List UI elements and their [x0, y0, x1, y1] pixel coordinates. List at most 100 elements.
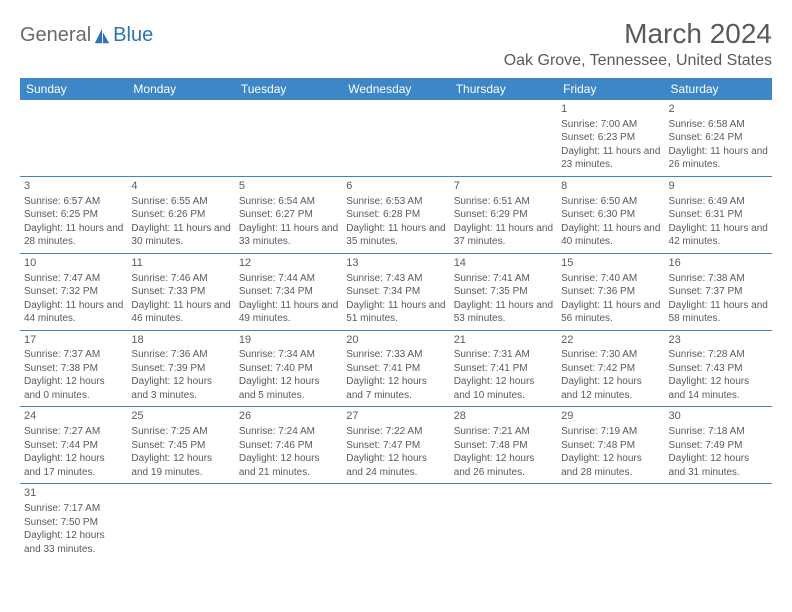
sunset-text: Sunset: 7:50 PM: [24, 516, 123, 530]
sunset-text: Sunset: 7:33 PM: [131, 285, 230, 299]
calendar-cell: 17Sunrise: 7:37 AMSunset: 7:38 PMDayligh…: [20, 330, 127, 407]
daylight-text: Daylight: 12 hours and 3 minutes.: [131, 375, 230, 402]
calendar-cell: 18Sunrise: 7:36 AMSunset: 7:39 PMDayligh…: [127, 330, 234, 407]
day-number: 4: [131, 179, 230, 194]
sunrise-text: Sunrise: 7:46 AM: [131, 272, 230, 286]
calendar-row: 24Sunrise: 7:27 AMSunset: 7:44 PMDayligh…: [20, 407, 772, 484]
day-number: 27: [346, 409, 445, 424]
daylight-text: Daylight: 11 hours and 28 minutes.: [24, 222, 123, 249]
sunset-text: Sunset: 7:48 PM: [454, 439, 553, 453]
sunset-text: Sunset: 7:46 PM: [239, 439, 338, 453]
day-number: 3: [24, 179, 123, 194]
sunset-text: Sunset: 7:39 PM: [131, 362, 230, 376]
sunrise-text: Sunrise: 7:19 AM: [561, 425, 660, 439]
sunset-text: Sunset: 7:36 PM: [561, 285, 660, 299]
day-number: 5: [239, 179, 338, 194]
sunrise-text: Sunrise: 7:43 AM: [346, 272, 445, 286]
weekday-header: Tuesday: [235, 78, 342, 100]
day-number: 7: [454, 179, 553, 194]
sunset-text: Sunset: 6:25 PM: [24, 208, 123, 222]
daylight-text: Daylight: 11 hours and 49 minutes.: [239, 299, 338, 326]
calendar-cell: 8Sunrise: 6:50 AMSunset: 6:30 PMDaylight…: [557, 176, 664, 253]
daylight-text: Daylight: 12 hours and 0 minutes.: [24, 375, 123, 402]
day-number: 18: [131, 333, 230, 348]
sunset-text: Sunset: 6:27 PM: [239, 208, 338, 222]
day-number: 1: [561, 102, 660, 117]
logo-text-1: General: [20, 24, 91, 47]
sunset-text: Sunset: 6:28 PM: [346, 208, 445, 222]
logo-text-2: Blue: [113, 24, 153, 47]
sunrise-text: Sunrise: 6:57 AM: [24, 195, 123, 209]
day-number: 24: [24, 409, 123, 424]
sunrise-text: Sunrise: 6:55 AM: [131, 195, 230, 209]
weekday-header: Thursday: [450, 78, 557, 100]
calendar-cell: 25Sunrise: 7:25 AMSunset: 7:45 PMDayligh…: [127, 407, 234, 484]
calendar-table: SundayMondayTuesdayWednesdayThursdayFrid…: [20, 78, 772, 560]
calendar-cell: 9Sunrise: 6:49 AMSunset: 6:31 PMDaylight…: [665, 176, 772, 253]
sunset-text: Sunset: 7:38 PM: [24, 362, 123, 376]
sunrise-text: Sunrise: 7:44 AM: [239, 272, 338, 286]
day-number: 13: [346, 256, 445, 271]
calendar-cell: [557, 484, 664, 560]
calendar-cell: 11Sunrise: 7:46 AMSunset: 7:33 PMDayligh…: [127, 253, 234, 330]
calendar-cell: [235, 484, 342, 560]
daylight-text: Daylight: 12 hours and 31 minutes.: [669, 452, 768, 479]
calendar-cell: 1Sunrise: 7:00 AMSunset: 6:23 PMDaylight…: [557, 100, 664, 176]
daylight-text: Daylight: 12 hours and 19 minutes.: [131, 452, 230, 479]
calendar-cell: [665, 484, 772, 560]
sunrise-text: Sunrise: 6:50 AM: [561, 195, 660, 209]
day-number: 14: [454, 256, 553, 271]
daylight-text: Daylight: 11 hours and 46 minutes.: [131, 299, 230, 326]
day-number: 19: [239, 333, 338, 348]
daylight-text: Daylight: 12 hours and 26 minutes.: [454, 452, 553, 479]
calendar-row: 1Sunrise: 7:00 AMSunset: 6:23 PMDaylight…: [20, 100, 772, 176]
day-number: 17: [24, 333, 123, 348]
day-number: 9: [669, 179, 768, 194]
daylight-text: Daylight: 11 hours and 30 minutes.: [131, 222, 230, 249]
calendar-cell: 14Sunrise: 7:41 AMSunset: 7:35 PMDayligh…: [450, 253, 557, 330]
calendar-cell: 22Sunrise: 7:30 AMSunset: 7:42 PMDayligh…: [557, 330, 664, 407]
daylight-text: Daylight: 12 hours and 14 minutes.: [669, 375, 768, 402]
sunrise-text: Sunrise: 7:40 AM: [561, 272, 660, 286]
daylight-text: Daylight: 11 hours and 51 minutes.: [346, 299, 445, 326]
calendar-cell: 6Sunrise: 6:53 AMSunset: 6:28 PMDaylight…: [342, 176, 449, 253]
sunrise-text: Sunrise: 6:49 AM: [669, 195, 768, 209]
sunset-text: Sunset: 7:43 PM: [669, 362, 768, 376]
day-number: 26: [239, 409, 338, 424]
day-number: 23: [669, 333, 768, 348]
daylight-text: Daylight: 12 hours and 7 minutes.: [346, 375, 445, 402]
day-number: 2: [669, 102, 768, 117]
calendar-cell: 5Sunrise: 6:54 AMSunset: 6:27 PMDaylight…: [235, 176, 342, 253]
daylight-text: Daylight: 11 hours and 56 minutes.: [561, 299, 660, 326]
calendar-cell: 27Sunrise: 7:22 AMSunset: 7:47 PMDayligh…: [342, 407, 449, 484]
calendar-cell: 31Sunrise: 7:17 AMSunset: 7:50 PMDayligh…: [20, 484, 127, 560]
calendar-cell: 10Sunrise: 7:47 AMSunset: 7:32 PMDayligh…: [20, 253, 127, 330]
sunset-text: Sunset: 7:37 PM: [669, 285, 768, 299]
sunset-text: Sunset: 7:34 PM: [346, 285, 445, 299]
daylight-text: Daylight: 12 hours and 28 minutes.: [561, 452, 660, 479]
calendar-cell: [20, 100, 127, 176]
sunrise-text: Sunrise: 6:51 AM: [454, 195, 553, 209]
logo: General Blue: [20, 24, 153, 47]
calendar-cell: 15Sunrise: 7:40 AMSunset: 7:36 PMDayligh…: [557, 253, 664, 330]
calendar-cell: 7Sunrise: 6:51 AMSunset: 6:29 PMDaylight…: [450, 176, 557, 253]
daylight-text: Daylight: 12 hours and 24 minutes.: [346, 452, 445, 479]
daylight-text: Daylight: 12 hours and 33 minutes.: [24, 529, 123, 556]
calendar-cell: 16Sunrise: 7:38 AMSunset: 7:37 PMDayligh…: [665, 253, 772, 330]
calendar-cell: 23Sunrise: 7:28 AMSunset: 7:43 PMDayligh…: [665, 330, 772, 407]
sunset-text: Sunset: 6:30 PM: [561, 208, 660, 222]
weekday-header: Monday: [127, 78, 234, 100]
sunrise-text: Sunrise: 7:17 AM: [24, 502, 123, 516]
day-number: 25: [131, 409, 230, 424]
day-number: 10: [24, 256, 123, 271]
sunrise-text: Sunrise: 7:47 AM: [24, 272, 123, 286]
sunrise-text: Sunrise: 7:28 AM: [669, 348, 768, 362]
weekday-header: Saturday: [665, 78, 772, 100]
daylight-text: Daylight: 11 hours and 23 minutes.: [561, 145, 660, 172]
sunrise-text: Sunrise: 7:22 AM: [346, 425, 445, 439]
sunset-text: Sunset: 7:35 PM: [454, 285, 553, 299]
calendar-cell: 26Sunrise: 7:24 AMSunset: 7:46 PMDayligh…: [235, 407, 342, 484]
sunset-text: Sunset: 6:29 PM: [454, 208, 553, 222]
sunset-text: Sunset: 6:23 PM: [561, 131, 660, 145]
calendar-cell: 2Sunrise: 6:58 AMSunset: 6:24 PMDaylight…: [665, 100, 772, 176]
